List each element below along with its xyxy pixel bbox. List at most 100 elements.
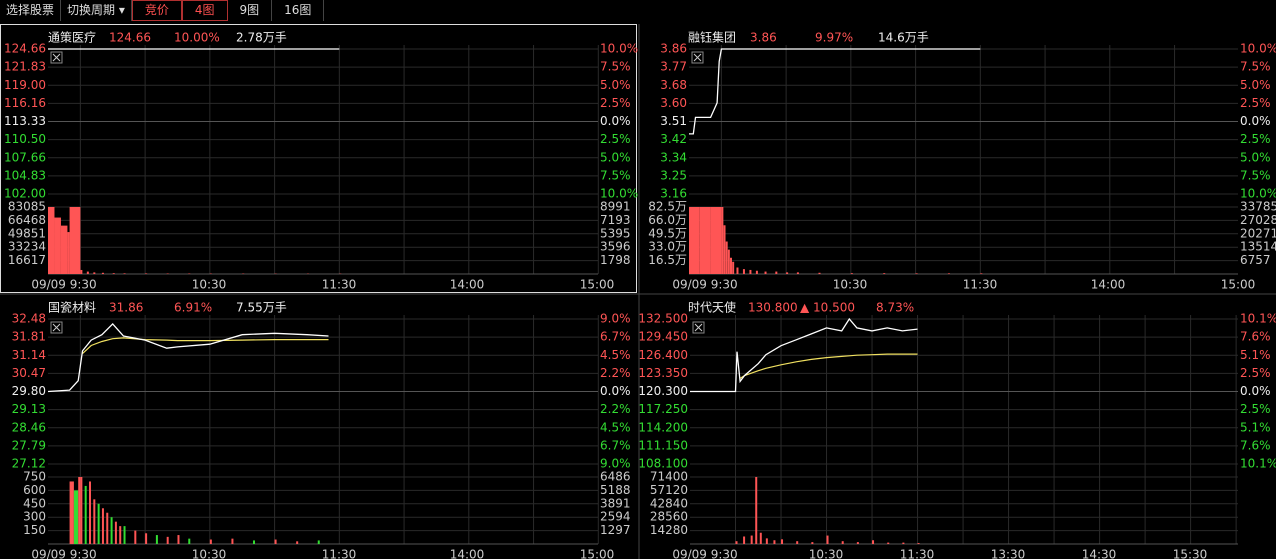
- price-tick: 29.13: [12, 402, 46, 416]
- pct-tick: 7.5%: [600, 168, 631, 182]
- volume-bar: [710, 207, 722, 274]
- price-tick: 32.48: [12, 312, 46, 326]
- volume-bar: [689, 207, 700, 274]
- vol-tick: 600: [23, 483, 46, 497]
- pct-tick: 0.0%: [600, 114, 631, 128]
- vol-right-tick: 1798: [600, 253, 631, 267]
- vol-tick: 300: [23, 510, 46, 524]
- volume-bar: [110, 517, 113, 544]
- tool-button[interactable]: 切换周期 ▾: [61, 0, 132, 21]
- volume-bar: [123, 273, 126, 274]
- volume-bar: [721, 207, 724, 274]
- volume-bar: [917, 543, 920, 544]
- price-tick: 27.79: [12, 438, 46, 452]
- price-tick: 116.16: [4, 96, 46, 110]
- volume-bar: [723, 225, 726, 274]
- tool-button[interactable]: 4图: [181, 0, 228, 21]
- price-tick: 132.500: [638, 312, 688, 326]
- volume-bar: [765, 538, 768, 544]
- tool-button[interactable]: 9图: [228, 0, 273, 21]
- price-tick: 120.300: [638, 384, 688, 398]
- price-tick: 3.77: [660, 60, 687, 74]
- volume-bar: [177, 535, 180, 544]
- vol-tick: 33.0万: [648, 240, 687, 254]
- vol-tick: 71400: [650, 470, 688, 484]
- close-button[interactable]: [50, 51, 63, 64]
- price-tick: 3.68: [660, 78, 687, 92]
- volume-bar: [253, 540, 256, 544]
- pct-tick: 5.0%: [1240, 78, 1271, 92]
- volume-bar: [78, 477, 81, 544]
- vol-tick: 49.5万: [648, 226, 687, 240]
- pct-tick: 10.0%: [600, 42, 638, 56]
- tool-button[interactable]: 竞价: [131, 0, 182, 21]
- pct-tick: 5.0%: [1240, 150, 1271, 164]
- vol-tick: 33234: [8, 240, 46, 254]
- time-label: 11:30: [900, 548, 935, 559]
- vol-tick: 83085: [8, 200, 46, 214]
- pct-tick: 7.6%: [1240, 438, 1271, 452]
- volume-bar: [274, 539, 277, 544]
- price-tick: 27.12: [12, 457, 46, 471]
- volume-bar: [80, 269, 83, 274]
- volume-bar: [84, 485, 87, 544]
- price-tick: 104.83: [4, 168, 46, 182]
- volume-bar: [725, 241, 728, 274]
- volume-bar: [60, 225, 68, 274]
- volume-bar: [786, 272, 789, 274]
- close-icon: [52, 323, 61, 332]
- time-label: 11:30: [963, 278, 998, 292]
- price-tick: 31.81: [12, 330, 46, 344]
- price-line: [47, 322, 329, 393]
- volume-bar: [759, 532, 762, 544]
- price-tick: 30.47: [12, 366, 46, 380]
- tool-button[interactable]: 选择股票: [0, 0, 62, 21]
- volume-bar: [947, 273, 950, 274]
- volume-bar: [755, 270, 758, 274]
- volume-bar: [887, 542, 890, 544]
- vol-tick: 82.5万: [648, 200, 687, 214]
- volume-bar: [826, 535, 829, 544]
- price-tick: 31.14: [12, 348, 46, 362]
- price-tick: 117.250: [638, 402, 688, 416]
- pct-tick: 5.0%: [600, 150, 631, 164]
- vol-right-tick: 1297: [600, 523, 631, 537]
- vol-right-tick: 8991: [600, 200, 631, 214]
- volume-bar: [145, 533, 148, 544]
- volume-bar: [736, 267, 739, 274]
- header-text: 9.97%: [815, 31, 853, 45]
- vol-right-tick: 20271: [1240, 226, 1276, 240]
- volume-bar: [883, 273, 886, 274]
- vol-right-tick: 27028: [1240, 213, 1276, 227]
- volume-bar: [902, 542, 905, 544]
- vol-tick: 49851: [8, 226, 46, 240]
- price-tick: 3.60: [660, 96, 687, 110]
- pct-tick: 2.5%: [600, 96, 631, 110]
- price-tick: 124.66: [4, 42, 46, 56]
- volume-bar: [730, 257, 733, 274]
- close-button[interactable]: [692, 321, 705, 334]
- time-label: 11:30: [322, 278, 357, 292]
- price-tick: 3.25: [660, 168, 687, 182]
- pct-tick: 5.1%: [1240, 420, 1271, 434]
- header-text: 10.00%: [174, 31, 220, 45]
- pct-tick: 0.0%: [600, 384, 631, 398]
- vol-right-tick: 5188: [600, 483, 631, 497]
- pct-tick: 2.2%: [600, 402, 631, 416]
- close-button[interactable]: [691, 51, 704, 64]
- close-icon: [694, 323, 703, 332]
- tool-button[interactable]: 16图: [272, 0, 325, 21]
- price-tick: 29.80: [12, 384, 46, 398]
- vol-tick: 66468: [8, 213, 46, 227]
- vol-tick: 16.5万: [648, 253, 687, 267]
- header-text: 31.86: [109, 301, 143, 315]
- vol-tick: 57120: [650, 483, 688, 497]
- volume-bar: [114, 521, 117, 544]
- close-button[interactable]: [50, 321, 63, 334]
- pct-tick: 2.5%: [1240, 366, 1271, 380]
- price-line: [690, 317, 918, 393]
- volume-bar: [89, 481, 92, 544]
- volume-bar: [97, 503, 100, 544]
- volume-bar: [145, 273, 148, 274]
